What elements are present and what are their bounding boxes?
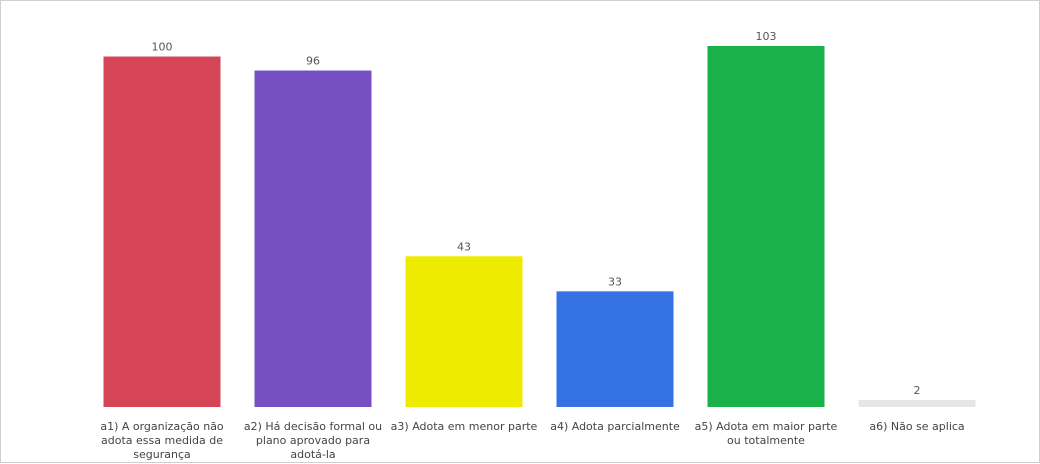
data-label-5: 103 [756,30,777,43]
data-label-2: 96 [306,55,320,68]
category-label-4: a4) Adota parcialmente [550,420,680,433]
data-label-1: 100 [152,41,173,54]
bar-3[interactable] [405,256,523,407]
bar-4[interactable] [556,291,674,407]
category-label-2: a2) Há decisão formal ou plano aprovado … [243,420,383,461]
data-label-6: 2 [914,384,921,397]
category-label-3: a3) Adota em menor parte [390,420,538,433]
data-label-4: 33 [608,275,622,288]
bar-1[interactable] [103,56,221,408]
bar-6[interactable] [858,399,976,407]
data-label-3: 43 [457,240,471,253]
bar-5[interactable] [707,46,825,407]
category-label-6: a6) Não se aplica [869,420,965,433]
category-label-1: a1) A organização não adota essa medida … [100,420,224,461]
bar-2[interactable] [254,70,372,407]
category-label-5: a5) Adota em maior parte ou totalmente [694,420,838,447]
